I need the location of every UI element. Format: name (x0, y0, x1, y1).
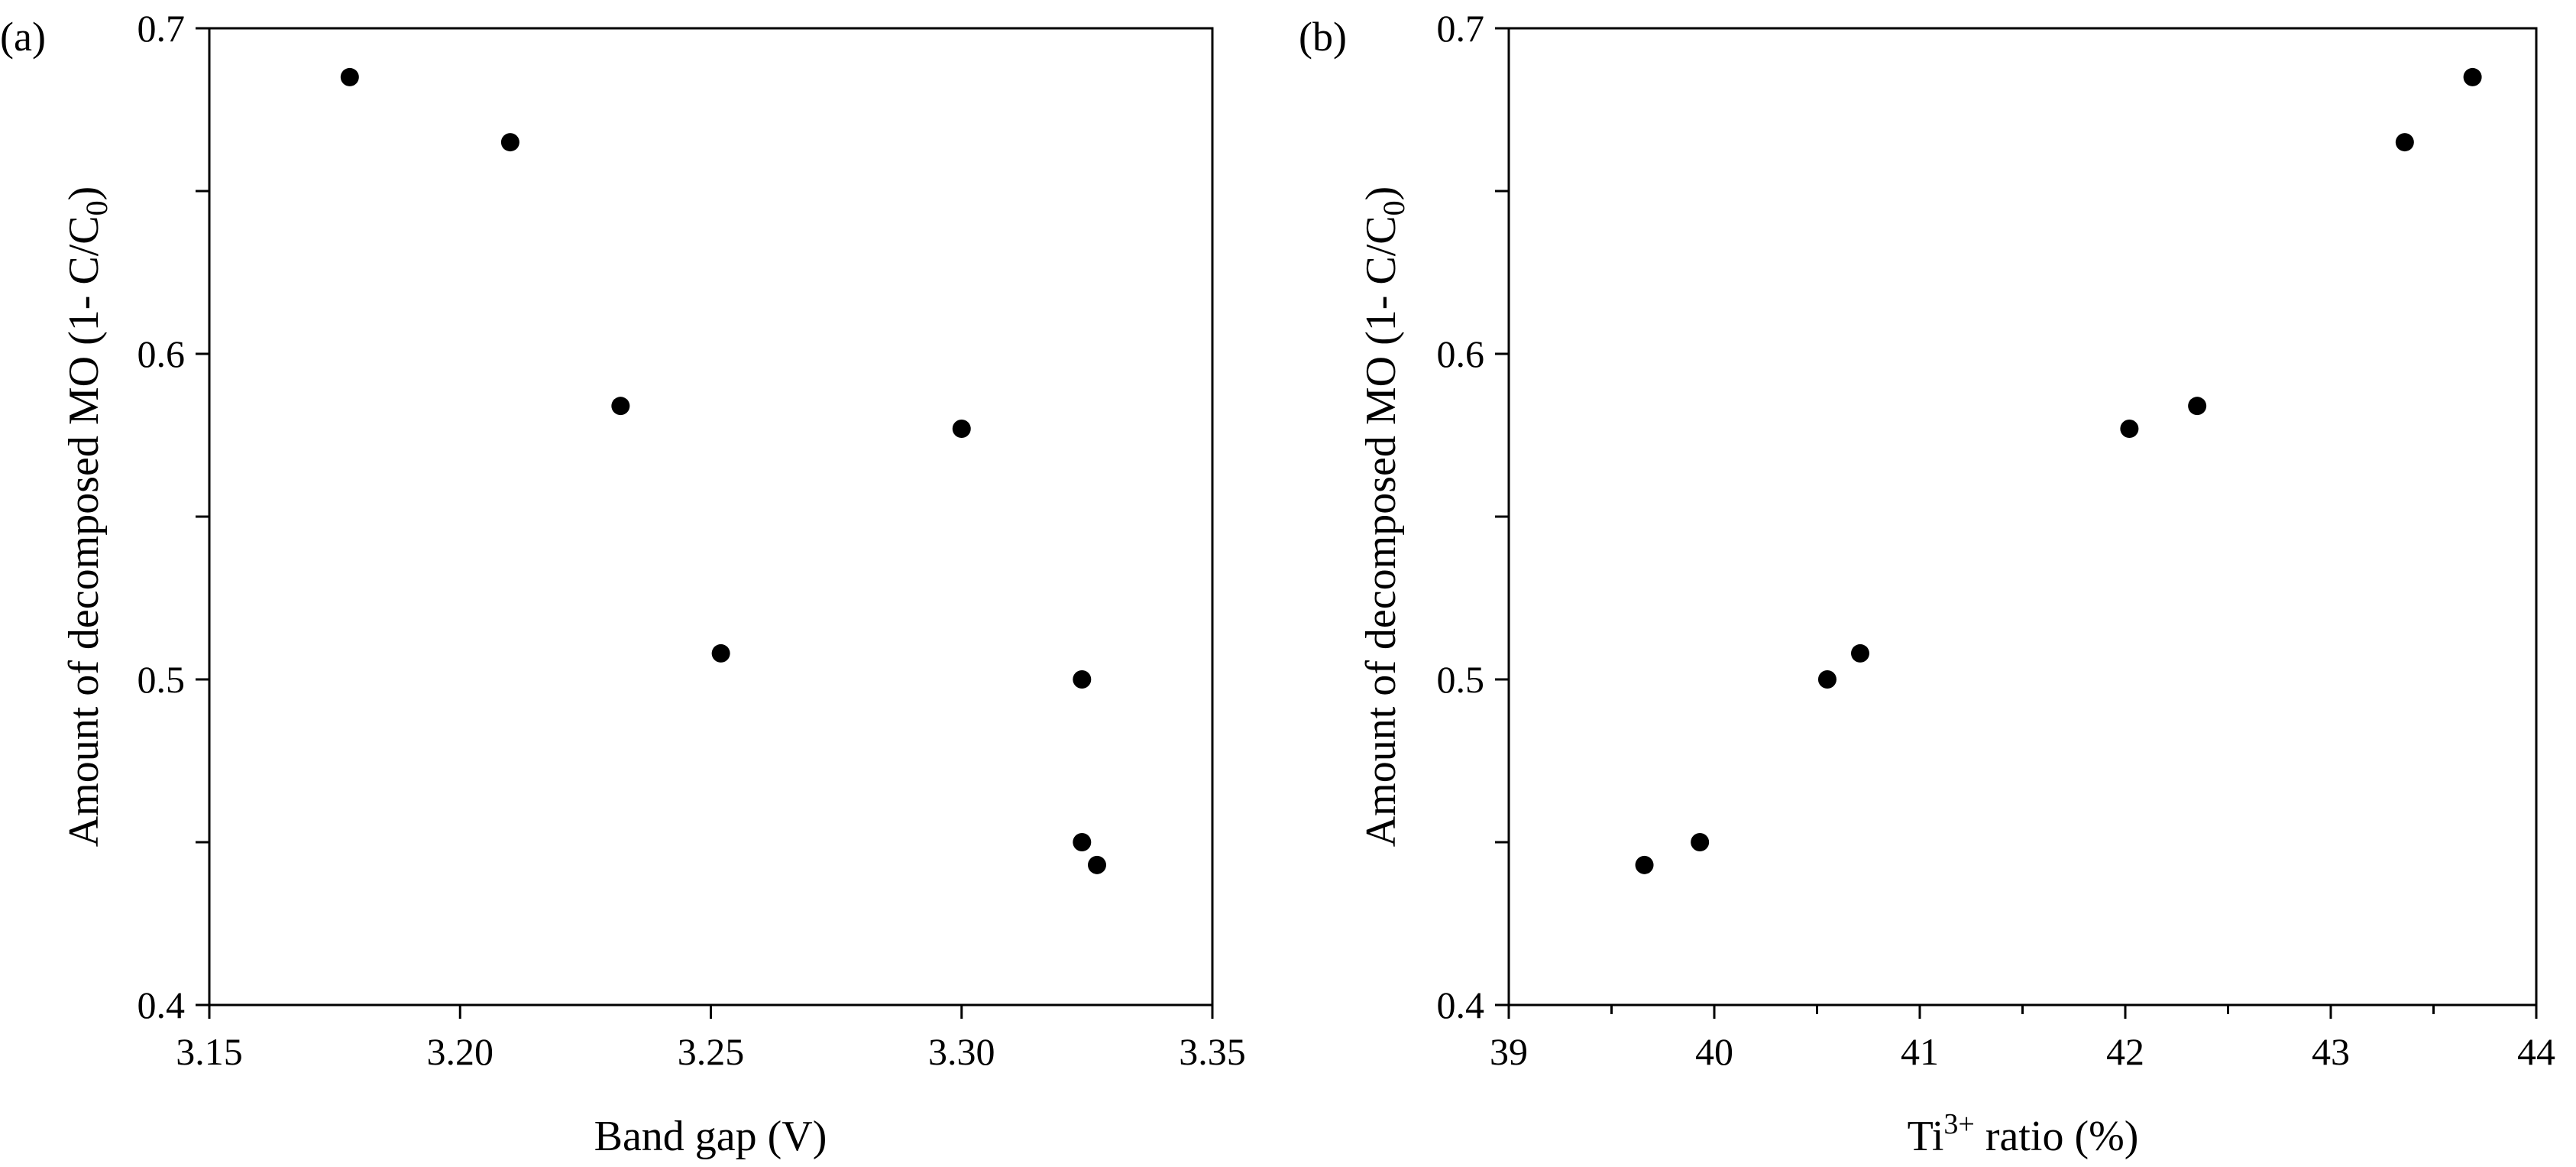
x-axis-title-superscript-b: 3+ (1943, 1108, 1974, 1140)
y-axis-title-subscript-a: 0 (79, 200, 114, 216)
x-tick-label-a-1: 3.20 (427, 1030, 494, 1073)
x-tick-label-a-4: 3.35 (1179, 1030, 1246, 1073)
panel-b: (b) Amount of decomposed MO (1- C/C0) Ti… (1299, 7, 2555, 1160)
y-tick-label-a-6: 0.7 (138, 7, 186, 50)
data-point-a-7 (1088, 855, 1107, 874)
data-point-b-7 (2463, 67, 2482, 86)
data-point-b-3 (1850, 643, 1869, 663)
data-point-b-4 (2120, 419, 2139, 438)
x-tick-label-b-2: 41 (1901, 1030, 1939, 1073)
x-axis-title-a: Band gap (V) (594, 1113, 827, 1160)
y-axis-title-text-b: Amount of decomposed MO (1- C/C (1358, 216, 1405, 847)
data-point-b-6 (2395, 133, 2414, 152)
x-tick-label-b-3: 42 (2106, 1030, 2144, 1073)
y-axis-title-suffix-a: ) (60, 186, 108, 201)
y-axis-title-suffix-b: ) (1358, 186, 1405, 201)
x-tick-label-a-0: 3.15 (176, 1030, 243, 1073)
tick-group-a: 3.15 3.20 3.25 3.30 3.35 0.4 0.5 0.6 0.7 (138, 7, 1246, 1073)
plot-frame-a (208, 27, 1214, 1007)
data-point-a-1 (500, 133, 519, 152)
y-tick-label-a-2: 0.5 (138, 658, 186, 701)
data-point-a-2 (611, 397, 630, 416)
y-tick-label-b-0: 0.4 (1437, 984, 1485, 1026)
x-axis-title-suffix-b: ratio (%) (1975, 1113, 2139, 1160)
point-group-b (1635, 67, 2482, 874)
x-tick-label-a-2: 3.25 (678, 1030, 745, 1073)
data-point-b-2 (1817, 670, 1837, 689)
panel-label-a: (a) (0, 14, 46, 60)
x-axis-title-b: Ti3+ ratio (%) (1908, 1108, 2139, 1160)
x-tick-label-b-0: 39 (1490, 1030, 1528, 1073)
plot-frame-b (1507, 27, 2538, 1007)
y-axis-title-text-a: Amount of decomposed MO (1- C/C (60, 216, 108, 847)
x-axis-title-prefix-b: Ti (1908, 1113, 1944, 1160)
x-tick-label-b-5: 44 (2517, 1030, 2555, 1073)
data-point-a-5 (1073, 670, 1092, 689)
panel-label-b: (b) (1299, 14, 1347, 60)
y-axis-title-subscript-b: 0 (1377, 200, 1411, 216)
point-group-a (340, 67, 1107, 874)
y-tick-label-a-0: 0.4 (138, 984, 186, 1026)
y-tick-label-b-2: 0.5 (1437, 658, 1485, 701)
y-tick-label-b-6: 0.7 (1437, 7, 1485, 50)
data-point-a-3 (711, 643, 730, 663)
x-tick-label-b-1: 40 (1695, 1030, 1733, 1073)
tick-group-b: 39 40 41 42 43 44 0.4 0.5 0.6 0.7 (1437, 7, 2556, 1073)
y-axis-title-a: Amount of decomposed MO (1- C/C0) (60, 186, 114, 848)
data-point-a-0 (340, 67, 359, 86)
panel-a: (a) Amount of decomposed MO (1- C/C0) Ba… (0, 7, 1246, 1160)
data-point-b-1 (1691, 833, 1710, 851)
y-tick-label-a-4: 0.6 (138, 332, 186, 375)
x-tick-label-a-3: 3.30 (928, 1030, 995, 1073)
data-point-b-0 (1635, 855, 1654, 874)
x-tick-label-b-4: 43 (2312, 1030, 2350, 1073)
data-point-a-4 (952, 419, 971, 438)
y-axis-title-b: Amount of decomposed MO (1- C/C0) (1358, 186, 1411, 848)
data-point-b-5 (2188, 397, 2207, 416)
y-tick-label-b-4: 0.6 (1437, 332, 1485, 375)
data-point-a-6 (1073, 833, 1092, 851)
